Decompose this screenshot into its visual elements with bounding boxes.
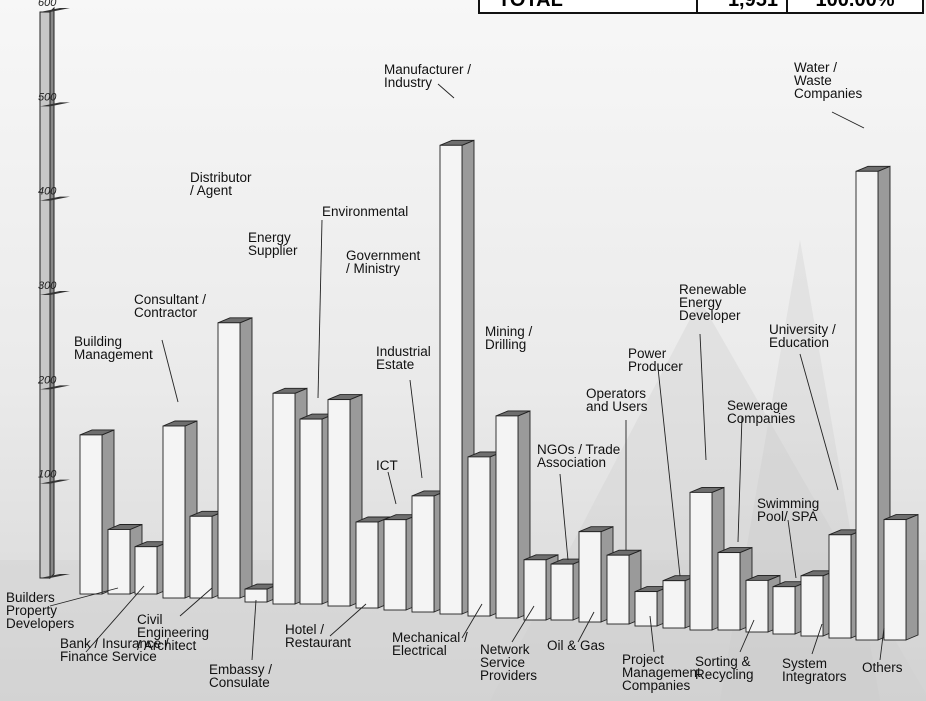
bar-label-industrial-estate: Industrial Estate xyxy=(376,344,431,372)
bar-label-consultant-contractor: Consultant / Contractor xyxy=(134,292,206,320)
bar-front-face xyxy=(412,496,434,612)
label-line: and Users xyxy=(586,399,648,414)
bar-front-face xyxy=(663,581,685,628)
bar-label-ict: ICT xyxy=(376,458,398,473)
label-line: Supplier xyxy=(248,243,298,258)
label-line: / Ministry xyxy=(346,261,400,276)
label-line: Producer xyxy=(628,359,683,374)
label-line: Recycling xyxy=(695,667,754,682)
bar-front-face xyxy=(135,547,157,594)
bar-label-government-ministry: Government / Ministry xyxy=(346,248,421,276)
label-line: Estate xyxy=(376,357,414,372)
bar-label-manufacturer-industry: Manufacturer / Industry xyxy=(384,62,471,90)
y-tick-label: 100 xyxy=(38,469,57,481)
bar-distributor-agent xyxy=(218,318,252,598)
label-line: Developers xyxy=(6,616,75,631)
bar-label-water-waste-companies: Water / Waste Companies xyxy=(794,60,863,101)
label-line: Restaurant xyxy=(285,635,351,650)
bar-side-face xyxy=(906,515,918,640)
bar-front-face xyxy=(718,553,740,630)
label-line: / Architect xyxy=(137,638,197,653)
bar-label-renewable-energy-developer: Renewable Energy Developer xyxy=(679,282,747,323)
label-line: Education xyxy=(769,335,829,350)
bar-front-face xyxy=(884,520,906,640)
label-line: Contractor xyxy=(134,305,198,320)
label-line: Companies xyxy=(794,86,863,101)
bar-label-swimming-pool-spa: Swimming Pool/ SPA xyxy=(757,496,819,524)
bar-front-face xyxy=(551,564,573,620)
bar-front-face xyxy=(163,426,185,598)
bar-label-environmental: Environmental xyxy=(322,204,408,219)
bar-front-face xyxy=(440,145,462,614)
leader-line-water-waste-companies xyxy=(832,112,864,128)
bar-front-face xyxy=(856,171,878,640)
bar-label-distributor-agent: Distributor / Agent xyxy=(190,170,252,198)
label-line: Association xyxy=(537,455,606,470)
bar-label-university-education: University / Education xyxy=(769,322,836,350)
bar-label-building-management: Building Management xyxy=(74,334,153,362)
label-line: Pool/ SPA xyxy=(757,509,818,524)
bar-side-face xyxy=(240,318,252,598)
bar-front-face xyxy=(273,393,295,604)
bar-front-face xyxy=(218,323,240,598)
y-axis: 100 200 300 400 500 600 xyxy=(37,0,70,578)
leader-line-consultant-contractor xyxy=(162,340,178,402)
bar-label-embassy-consulate: Embassy / Consulate xyxy=(209,662,272,690)
leader-line-industrial-estate xyxy=(410,380,422,478)
leader-line-ict xyxy=(388,472,396,504)
bar-label-sewerage-companies: Sewerage Companies xyxy=(727,398,796,426)
leader-line-ngos-trade-association xyxy=(560,474,568,560)
label-line: Others xyxy=(862,660,903,675)
bar-front-face xyxy=(468,457,490,616)
bar-label-sorting-recycling: Sorting & Recycling xyxy=(695,654,754,682)
y-tick-label: 300 xyxy=(38,280,57,292)
bar-label-operators-users: Operators and Users xyxy=(586,386,648,414)
y-tick-label: 400 xyxy=(38,186,57,198)
bar-front-face xyxy=(328,400,350,606)
bar-front-face xyxy=(773,587,795,634)
label-line: Electrical xyxy=(392,643,447,658)
bar-front-face xyxy=(496,416,518,618)
label-line: Management xyxy=(74,347,153,362)
label-line: ICT xyxy=(376,458,398,473)
y-tick-label: 600 xyxy=(38,0,57,9)
label-line: Companies xyxy=(727,411,796,426)
y-tick-label: 200 xyxy=(37,374,57,386)
label-line: Companies xyxy=(622,678,691,693)
bar-front-face xyxy=(579,532,601,622)
label-line: Oil & Gas xyxy=(547,638,605,653)
label-line: Integrators xyxy=(782,669,847,684)
label-line: Environmental xyxy=(322,204,408,219)
leader-line-environmental xyxy=(318,220,322,398)
label-line: Drilling xyxy=(485,337,526,352)
bar-front-face xyxy=(384,520,406,610)
leader-line-manufacturer-industry xyxy=(438,84,454,98)
bar-front-face xyxy=(300,419,322,604)
y-tick-label: 500 xyxy=(38,91,57,103)
label-line: / Agent xyxy=(190,183,232,198)
bar-front-face xyxy=(746,580,768,632)
label-line: Industry xyxy=(384,75,432,90)
bar-label-mining-drilling: Mining / Drilling xyxy=(485,324,533,352)
bar-front-face xyxy=(356,522,378,608)
bar-front-face xyxy=(801,576,823,636)
bar-label-ngos-trade-association: NGOs / Trade Association xyxy=(537,442,620,470)
bar-label-energy-supplier: Energy Supplier xyxy=(248,230,298,258)
bar-front-face xyxy=(190,516,212,598)
label-line: Developer xyxy=(679,308,741,323)
bar-front-face xyxy=(607,555,629,624)
bar-front-face xyxy=(635,592,657,626)
label-line: Consulate xyxy=(209,675,270,690)
bar-front-face xyxy=(690,492,712,630)
bar-front-face xyxy=(108,530,130,595)
bar-front-face xyxy=(829,535,851,638)
bar-label-others: Others xyxy=(862,660,903,675)
bar-others xyxy=(884,515,918,640)
label-line: Providers xyxy=(480,668,537,683)
bar-front-face xyxy=(524,560,546,620)
bar-label-oil-gas: Oil & Gas xyxy=(547,638,605,653)
bar-front-face xyxy=(80,435,102,594)
